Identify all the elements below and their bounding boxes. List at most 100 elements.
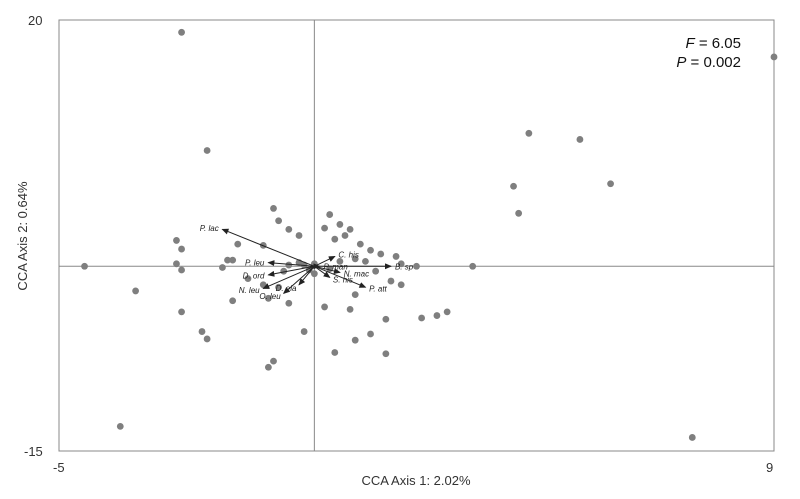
species-label: N. mac <box>344 269 369 278</box>
data-point <box>178 308 185 316</box>
data-point <box>433 312 441 319</box>
data-point <box>244 275 252 282</box>
data-point <box>264 363 272 371</box>
x-tick-left: -5 <box>53 460 65 475</box>
data-point <box>219 264 226 271</box>
data-point <box>116 422 124 430</box>
data-point <box>336 257 344 265</box>
data-point <box>607 180 614 188</box>
data-point <box>397 260 405 268</box>
data-point <box>198 328 206 335</box>
data-point <box>234 240 242 248</box>
data-point <box>688 434 696 441</box>
species-label: P. att <box>369 285 387 294</box>
data-point <box>443 308 451 316</box>
data-point <box>346 225 354 233</box>
species-label: P. man <box>323 262 348 271</box>
species-arrow <box>267 260 315 267</box>
data-point <box>173 237 180 244</box>
species-label: C. his <box>338 251 358 260</box>
data-point <box>413 262 420 270</box>
data-point <box>469 262 477 270</box>
species-arrow <box>282 265 315 295</box>
data-point <box>285 261 293 269</box>
data-point <box>264 294 272 302</box>
data-point <box>382 350 390 358</box>
y-axis-title: CCA Axis 2: 0.64% <box>15 181 30 291</box>
data-point <box>280 267 288 275</box>
species-arrow <box>267 265 315 277</box>
data-point <box>229 256 237 264</box>
species-arrow <box>298 265 315 286</box>
species-label: P. leu <box>245 258 265 267</box>
species-label: B. sp <box>395 262 414 271</box>
data-point <box>346 305 354 313</box>
species-arrow <box>221 228 315 267</box>
data-point <box>351 255 359 263</box>
data-point <box>229 297 237 305</box>
data-point <box>203 335 211 343</box>
data-point <box>300 328 308 335</box>
data-point <box>178 28 185 36</box>
data-point <box>515 209 523 217</box>
data-point <box>285 299 293 307</box>
data-point <box>310 270 318 278</box>
p-number: = 0.002 <box>686 54 741 71</box>
data-point <box>270 357 277 365</box>
species-label: D. ord <box>243 272 265 281</box>
p-value: P = 0.002 <box>676 54 741 71</box>
data-point <box>178 245 185 253</box>
species-label: N. leu <box>239 286 260 295</box>
data-point <box>224 256 231 264</box>
data-point <box>418 314 426 322</box>
data-point <box>173 260 180 268</box>
data-point <box>270 205 277 212</box>
data-point <box>576 136 584 143</box>
data-point <box>367 330 374 338</box>
p-label: P <box>676 54 686 71</box>
data-point <box>525 129 533 137</box>
data-point <box>295 232 303 239</box>
f-statistic: F = 6.05 <box>686 35 741 52</box>
data-point <box>336 221 344 228</box>
data-point <box>356 240 364 248</box>
f-value: = 6.05 <box>695 35 741 52</box>
data-point <box>351 336 359 344</box>
data-point <box>770 53 778 61</box>
data-point <box>178 266 185 274</box>
f-label: F <box>686 35 696 52</box>
data-point <box>321 303 328 311</box>
data-point <box>132 287 140 295</box>
y-tick-bottom: -15 <box>24 444 43 459</box>
data-point <box>331 235 339 243</box>
y-tick-top: 20 <box>28 13 42 28</box>
data-point <box>331 349 339 356</box>
species-arrow <box>314 265 367 288</box>
data-point <box>341 232 349 239</box>
x-tick-right: 9 <box>766 460 773 475</box>
data-point <box>81 262 88 270</box>
data-point <box>377 250 385 258</box>
sample-points <box>81 28 778 441</box>
data-point <box>392 253 400 260</box>
data-point <box>382 315 390 323</box>
species-label: S. his <box>333 276 353 285</box>
data-point <box>285 225 293 233</box>
species-label: P. lac <box>200 224 219 233</box>
species-label: O. leu <box>259 292 281 301</box>
data-point <box>510 182 517 190</box>
x-axis-title: CCA Axis 1: 2.02% <box>361 473 471 488</box>
data-point <box>351 291 359 299</box>
data-point <box>367 246 374 254</box>
zero-lines <box>59 20 774 451</box>
data-point <box>275 283 283 291</box>
plot-frame <box>58 19 775 452</box>
data-point <box>397 281 405 289</box>
data-point <box>372 267 380 275</box>
data-point <box>326 211 334 218</box>
data-point <box>362 257 369 265</box>
data-point <box>275 217 283 225</box>
data-point <box>203 147 211 154</box>
